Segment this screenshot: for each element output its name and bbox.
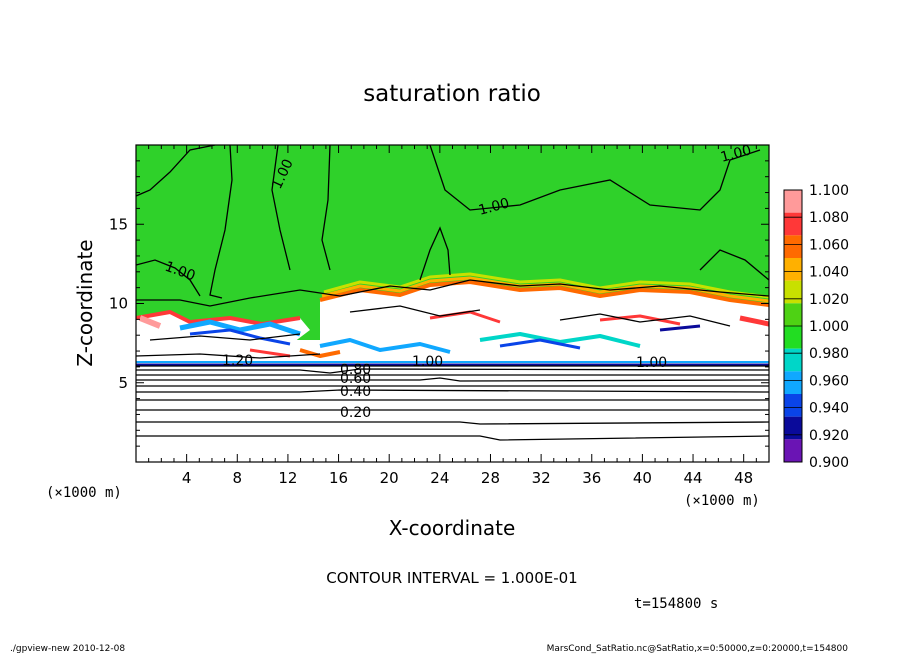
y-tick-label: 10 [109, 295, 128, 313]
y-tick-label: 5 [118, 374, 128, 392]
x-tick-label: 4 [182, 469, 192, 487]
x-tick-label: 48 [734, 469, 753, 487]
x-tick-label: 24 [430, 469, 449, 487]
plot-field [136, 145, 769, 462]
x-axis-label: X-coordinate [389, 516, 516, 540]
colorbar-swatch [784, 394, 802, 417]
x-tick-label: 36 [582, 469, 601, 487]
colorbar-label: 0.940 [809, 401, 849, 417]
colorbar-swatch [784, 212, 802, 236]
y-unit-label: (×1000 m) [46, 485, 122, 501]
contour-label: 1.20 [222, 353, 253, 369]
contour-label: 0.60 [340, 371, 371, 387]
colorbar-swatch [784, 326, 802, 349]
colorbar-label: 1.000 [809, 319, 849, 335]
x-axis: 4 8 12 16 20 24 28 32 36 40 44 48 [135, 145, 770, 487]
x-tick-label: 20 [380, 469, 399, 487]
contour-label-group: 1.00 1.00 1.00 1.00 1.20 1.00 1.00 0.80 … [163, 142, 754, 421]
contour-label: 1.00 [477, 195, 511, 219]
x-tick-label: 32 [532, 469, 551, 487]
colorbar: 1.100 1.080 1.060 1.040 1.020 1.000 0.980 0.960… [783, 183, 849, 471]
colorbar-label: 0.960 [809, 373, 849, 389]
x-unit-label: (×1000 m) [684, 493, 760, 509]
y-tick-label: 15 [109, 215, 128, 233]
colorbar-swatch [784, 348, 802, 372]
colorbar-label: 0.900 [809, 455, 849, 471]
colorbar-label: 0.980 [809, 346, 849, 362]
colorbar-label: 1.020 [809, 292, 849, 308]
colorbar-swatch [784, 371, 802, 394]
contour-label: 0.80 [340, 362, 371, 378]
contour-label: 1.00 [719, 142, 753, 166]
contour-lines [136, 145, 769, 441]
colorbar-label: 0.920 [809, 428, 849, 444]
contour-label: 0.40 [340, 384, 371, 400]
dry-lower-region [136, 368, 769, 462]
contour-label: 1.00 [636, 355, 667, 371]
x-tick-label: 28 [481, 469, 500, 487]
x-tick-label: 12 [278, 469, 297, 487]
contour-label: 0.20 [340, 405, 371, 421]
footer-source: MarsCond_SatRatio.nc@SatRatio,x=0:50000,… [547, 644, 849, 654]
colorbar-swatch [784, 303, 802, 326]
y-axis: 5 10 15 [109, 144, 769, 463]
x-tick-label: 16 [329, 469, 348, 487]
contour-label: 1.00 [412, 354, 443, 370]
x-tick-label: 40 [633, 469, 652, 487]
colorbar-label: 1.100 [809, 183, 849, 199]
colorbar-swatch [784, 439, 802, 462]
y-axis-label: Z-coordinate [73, 239, 97, 366]
footer-program: ./gpview-new 2010-12-08 [10, 644, 125, 654]
colorbar-label: 1.060 [809, 237, 849, 253]
contour-interval-text: CONTOUR INTERVAL = 1.000E-01 [326, 569, 577, 587]
x-tick-label: 8 [233, 469, 243, 487]
colorbar-swatch [784, 416, 802, 440]
time-stamp: t=154800 s [634, 596, 718, 612]
colorbar-swatch [784, 235, 802, 258]
x-tick-label: 44 [683, 469, 702, 487]
colorbar-swatch [784, 280, 802, 304]
colorbar-swatch [784, 258, 802, 281]
colorbar-label: 1.040 [809, 265, 849, 281]
chart-title: saturation ratio [363, 81, 541, 107]
colorbar-swatch [784, 190, 802, 213]
colorbar-label: 1.080 [809, 210, 849, 226]
